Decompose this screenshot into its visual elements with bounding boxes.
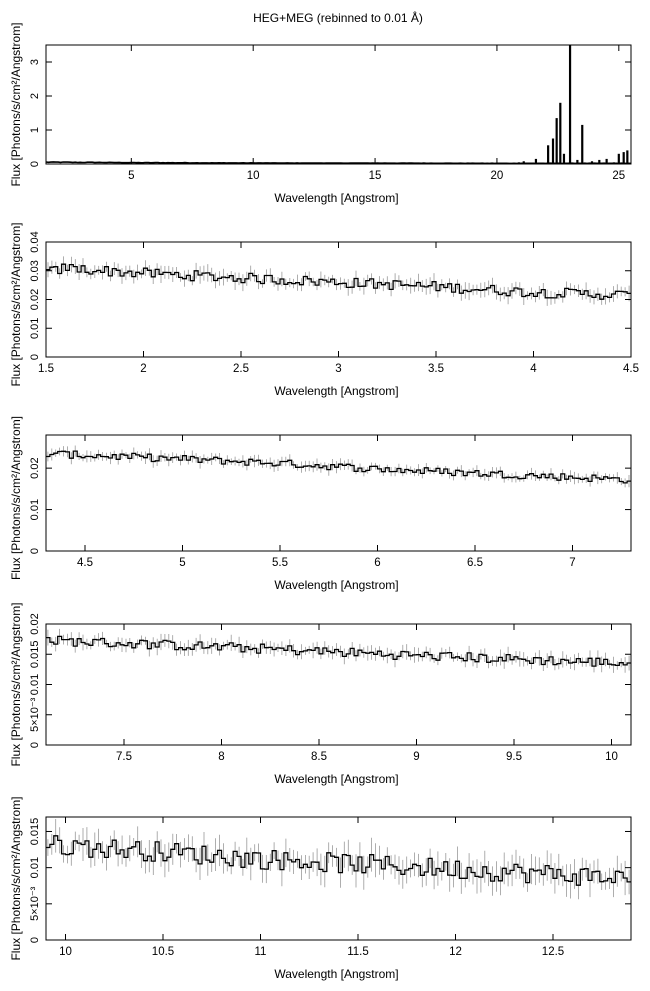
x-tick-label: 10 — [605, 751, 618, 763]
y-tick-label: 0.01 — [29, 318, 41, 339]
x-tick-label: 15 — [369, 170, 382, 182]
y-tick-label: 0.01 — [29, 499, 41, 520]
spectrum-histogram — [46, 263, 631, 300]
y-tick-label: 0 — [29, 354, 41, 360]
x-axis-label: Wavelength [Angstrom] — [274, 772, 398, 786]
plot-frame — [45, 44, 632, 165]
panel-2-data — [46, 256, 631, 306]
x-tick-label: 1.5 — [38, 363, 54, 375]
y-axis-label: Flux [Photons/s/cm²/Angstrom] — [9, 22, 23, 186]
panel-1: 5 10 15 20 25 0 1 2 3 Wavelength [Angstrom] Flux [… — [9, 22, 632, 205]
y-tick-label: 3 — [29, 59, 41, 65]
panel-1-data — [46, 45, 631, 164]
x-tick-label: 3 — [335, 363, 341, 375]
panel-3: 4.5 5 5.5 6 6.5 7 0 0.01 0.02 Wavelength [Angstro… — [9, 416, 632, 592]
x-tick-label: 11 — [255, 946, 267, 958]
y-axis-label: Flux [Photons/s/cm²/Angstrom] — [9, 416, 23, 580]
spectrum-baseline — [46, 161, 631, 164]
x-tick-label: 4.5 — [77, 557, 93, 569]
x-tick-label: 9.5 — [506, 751, 522, 763]
x-tick-label: 20 — [491, 170, 504, 182]
y-tick-label: 0.015 — [29, 641, 41, 669]
y-axis-label: Flux [Photons/s/cm²/Angstrom] — [9, 602, 23, 766]
x-tick-label: 6 — [374, 557, 380, 569]
x-tick-label: 6.5 — [467, 557, 483, 569]
y-tick-label: 0 — [29, 937, 41, 943]
x-tick-label: 11.5 — [347, 946, 369, 958]
y-tick-label: 0.01 — [29, 674, 41, 695]
y-tick-label: 5×10⁻³ — [29, 697, 41, 732]
figure-title: HEG+MEG (rebinned to 0.01 Å) — [253, 10, 423, 25]
x-tick-label: 12 — [449, 946, 462, 958]
plot-frame — [45, 434, 632, 552]
y-tick-label: 0 — [29, 161, 41, 167]
y-tick-label: 0.02 — [29, 457, 41, 478]
x-tick-label: 7 — [569, 557, 575, 569]
x-tick-label: 5.5 — [272, 557, 288, 569]
x-tick-label: 10 — [247, 170, 260, 182]
y-tick-label: 5×10⁻³ — [29, 886, 41, 921]
x-tick-label: 2 — [140, 363, 146, 375]
y-tick-label: 0.03 — [29, 260, 41, 281]
x-tick-label: 25 — [612, 170, 625, 182]
x-tick-label: 5 — [179, 557, 185, 569]
panel-4-data — [46, 628, 631, 673]
spectrum-histogram — [46, 450, 631, 484]
x-tick-label: 3.5 — [428, 363, 444, 375]
y-tick-label: 1 — [29, 127, 41, 133]
y-tick-label: 0 — [29, 548, 41, 554]
y-tick-label: 0.04 — [29, 231, 41, 252]
panel-4: 7.5 8 8.5 9 9.5 10 0 5×10⁻³ 0.01 0.015 0.02 Wavelen… — [9, 602, 632, 786]
y-tick-label: 0 — [29, 742, 41, 748]
x-tick-label: 9 — [413, 751, 419, 763]
x-axis-label: Wavelength [Angstrom] — [274, 578, 398, 592]
x-axis-label: Wavelength [Angstrom] — [274, 967, 398, 981]
x-tick-label: 4 — [530, 363, 537, 375]
panel-2: 1.5 2 2.5 3 3.5 4 4.5 0 0.01 0.02 0.03 0.04 Waveleng… — [9, 222, 639, 398]
x-tick-label: 5 — [128, 170, 134, 182]
spectrum-histogram — [46, 835, 631, 886]
y-tick-label: 0.02 — [29, 289, 41, 310]
x-tick-label: 10.5 — [152, 946, 174, 958]
y-tick-label: 0.02 — [29, 613, 41, 634]
y-tick-label: 0.015 — [29, 818, 41, 846]
panel-5: 10 10.5 11 11.5 12 12.5 0 5×10⁻³ 0.01 0.015 Wavele… — [9, 796, 632, 981]
y-tick-label: 0.01 — [29, 857, 41, 878]
x-tick-label: 2.5 — [233, 363, 249, 375]
x-tick-label: 7.5 — [116, 751, 132, 763]
panel-5-data — [46, 819, 631, 900]
y-axis-label: Flux [Photons/s/cm²/Angstrom] — [9, 222, 23, 386]
x-tick-label: 12.5 — [542, 946, 564, 958]
panel-3-data — [46, 445, 631, 488]
x-tick-label: 10 — [59, 946, 72, 958]
plot-frame — [45, 816, 632, 941]
y-tick-label: 2 — [29, 93, 41, 99]
x-axis-label: Wavelength [Angstrom] — [274, 384, 398, 398]
x-tick-label: 8 — [218, 751, 224, 763]
x-tick-label: 4.5 — [623, 363, 639, 375]
y-axis-label: Flux [Photons/s/cm²/Angstrom] — [9, 796, 23, 960]
spectrum-histogram — [46, 635, 631, 667]
x-tick-label: 8.5 — [311, 751, 327, 763]
x-axis-label: Wavelength [Angstrom] — [274, 191, 398, 205]
